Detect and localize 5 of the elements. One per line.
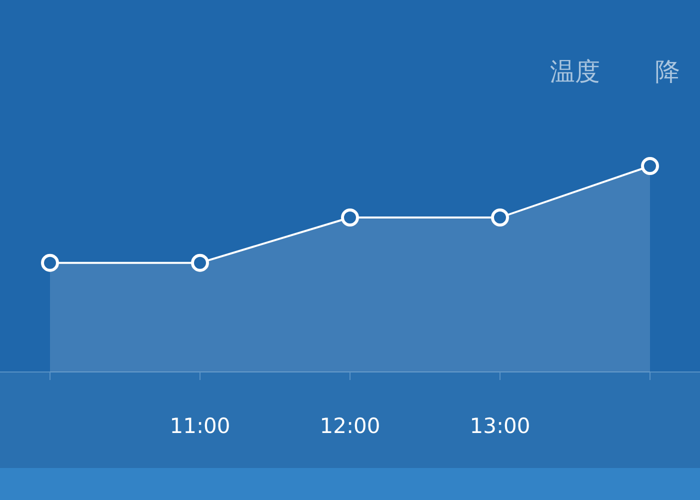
x-tick-label: 13:00 bbox=[470, 414, 530, 438]
x-tick-label: 12:00 bbox=[320, 414, 380, 438]
text: 温度 bbox=[550, 57, 600, 86]
legend-label: 降 bbox=[655, 57, 680, 86]
x-tick-label: 11:00 bbox=[170, 414, 230, 438]
